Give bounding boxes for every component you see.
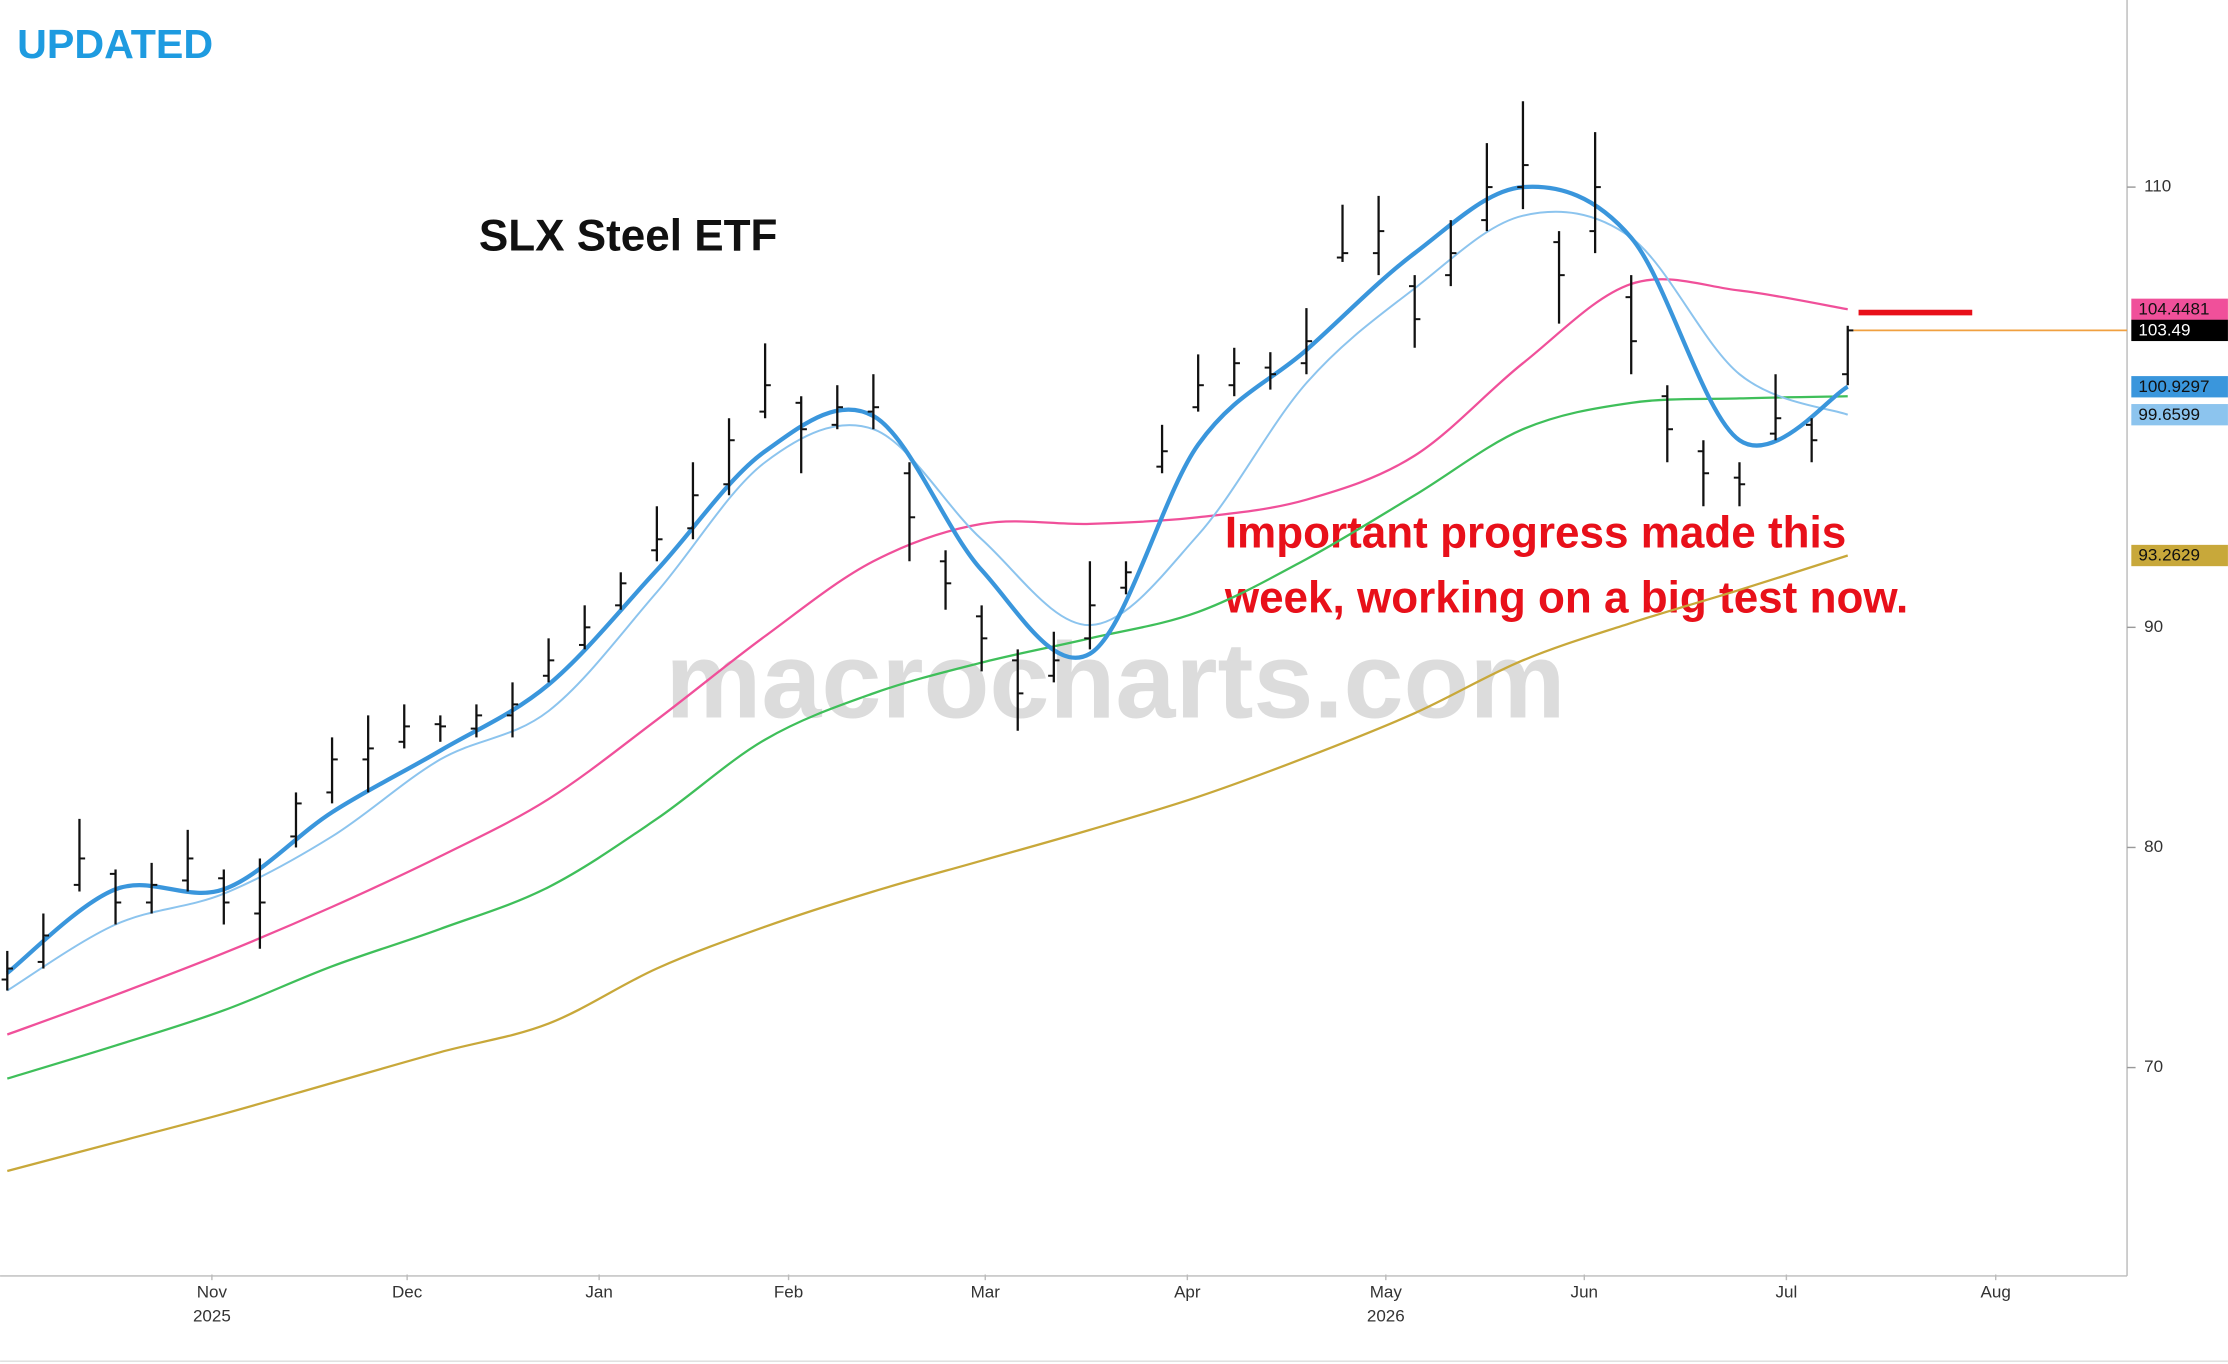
- value-tag: [2131, 544, 2228, 567]
- y-tick-label: 80: [2144, 837, 2163, 856]
- watermark: macrocharts.com: [665, 620, 1565, 741]
- y-tick-label: 110: [2144, 177, 2171, 196]
- value-tag-label: 103.49: [2138, 321, 2190, 340]
- chart-title: SLX Steel ETF: [479, 211, 778, 260]
- value-tag: [2131, 298, 2228, 320]
- year-label: 2025: [193, 1307, 231, 1326]
- badge: UPDATED: [17, 21, 213, 67]
- x-tick-label: Mar: [971, 1282, 1001, 1301]
- moving-average-line: [6, 395, 1848, 1080]
- x-tick-label: Jun: [1571, 1282, 1598, 1301]
- value-tag: [2131, 319, 2228, 342]
- x-tick-label: Nov: [197, 1282, 228, 1301]
- moving-average-line: [6, 278, 1848, 1036]
- y-tick-label: 70: [2144, 1057, 2163, 1076]
- x-tick-label: Feb: [774, 1282, 803, 1301]
- x-tick-label: Aug: [1981, 1282, 2011, 1301]
- moving-average-line: [6, 210, 1849, 992]
- value-tag-label: 104.4481: [2138, 300, 2209, 319]
- y-tick-label: 90: [2144, 617, 2163, 636]
- x-tick-label: May: [1370, 1282, 1403, 1301]
- year-label: 2026: [1367, 1307, 1405, 1326]
- x-tick-label: Jul: [1775, 1282, 1797, 1301]
- annotation: week, working on a big test now.: [1224, 574, 1908, 623]
- value-tag-label: 93.2629: [2138, 546, 2200, 565]
- value-tag: [2131, 404, 2228, 426]
- value-tag-label: 100.9297: [2138, 377, 2209, 396]
- value-tag: [2131, 376, 2228, 398]
- x-tick-label: Jan: [585, 1282, 612, 1301]
- x-tick-label: Apr: [1174, 1282, 1201, 1301]
- x-tick-label: Dec: [392, 1282, 423, 1301]
- moving-average-line: [5, 184, 1849, 975]
- annotation: Important progress made this: [1225, 508, 1846, 557]
- moving-average-line: [6, 554, 1849, 1173]
- value-tag-label: 99.6599: [2138, 405, 2200, 424]
